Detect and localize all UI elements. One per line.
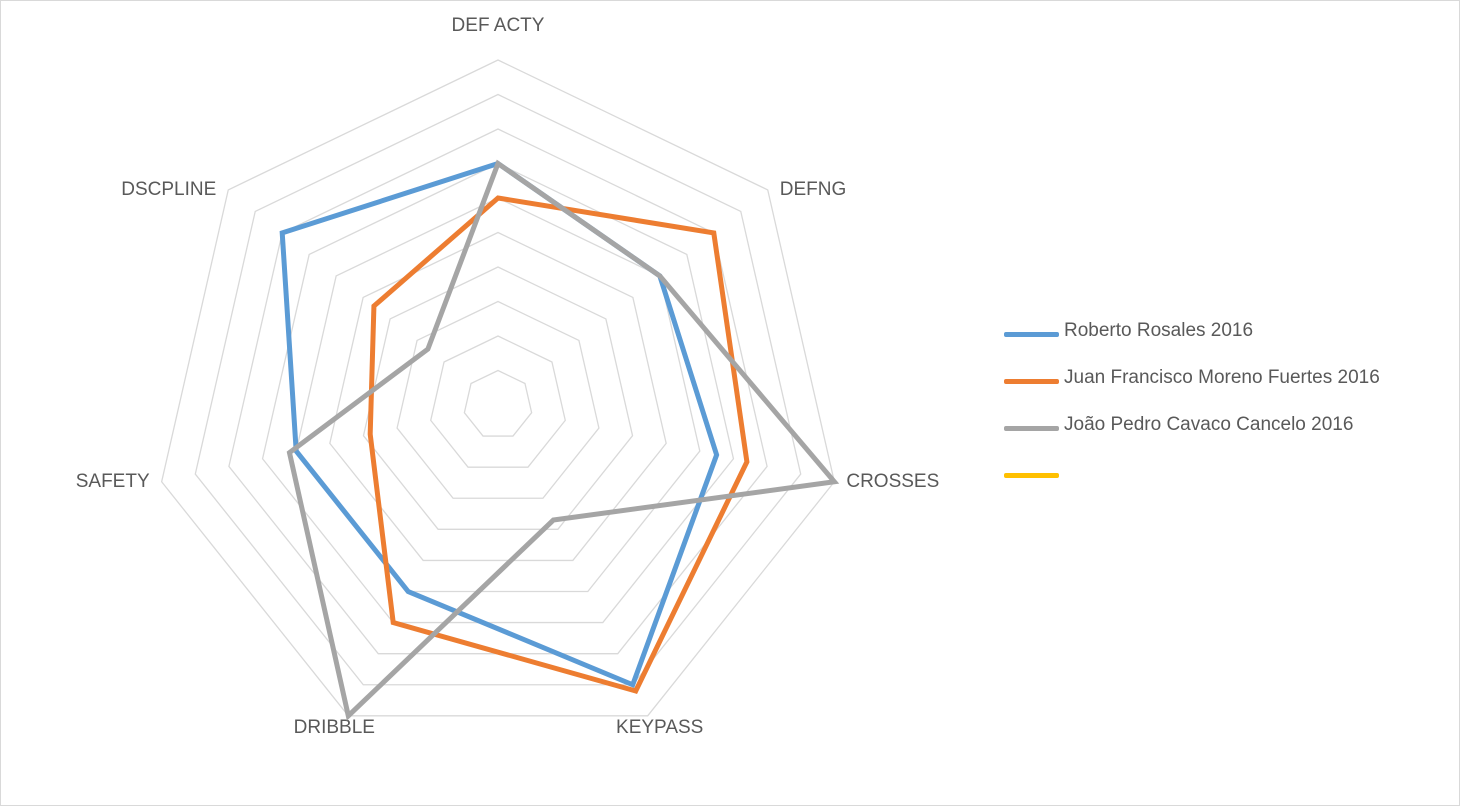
grid-ring <box>329 231 667 562</box>
grid-ring <box>396 300 600 499</box>
legend-label: João Pedro Cavaco Cancelo 2016 <box>1064 414 1354 435</box>
series-line-1 <box>367 195 750 694</box>
grid-ring <box>362 266 634 530</box>
grid-ring <box>430 335 566 468</box>
legend-label: Roberto Rosales 2016 <box>1064 320 1254 341</box>
legend-swatch <box>1004 473 1059 478</box>
grid-ring <box>160 59 836 717</box>
axis-label: CROSSES <box>846 471 939 492</box>
grid-ring <box>463 369 533 437</box>
axis-label: DEF ACTY <box>452 15 545 36</box>
series-line-0 <box>279 160 720 689</box>
radar-grid <box>160 59 836 717</box>
axis-labels: DEF ACTY DEFNG CROSSES KEYPASS DRIBBLE SAFETY… <box>76 15 940 738</box>
grid-ring <box>295 197 701 593</box>
axis-label: DSCPLINE <box>121 179 216 200</box>
axis-label: DEFNG <box>780 179 847 200</box>
legend-swatch <box>1004 379 1059 384</box>
axis-label: KEYPASS <box>616 717 703 738</box>
series-line-2 <box>286 159 840 721</box>
legend-label: Juan Francisco Moreno Fuertes 2016 <box>1064 367 1380 388</box>
legend-swatch <box>1004 426 1059 431</box>
grid-ring <box>261 162 735 624</box>
legend-swatch <box>1004 332 1059 337</box>
grid-ring <box>194 93 802 686</box>
axis-label: DRIBBLE <box>294 717 375 738</box>
radar-series <box>279 159 840 721</box>
axis-label: SAFETY <box>76 471 150 492</box>
